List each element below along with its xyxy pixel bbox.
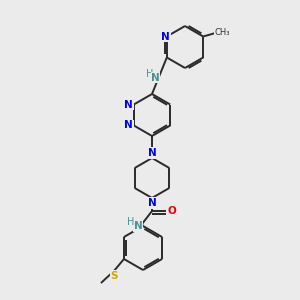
Text: N: N bbox=[151, 73, 160, 83]
Text: H: H bbox=[146, 69, 153, 79]
Text: N: N bbox=[124, 100, 133, 110]
Text: N: N bbox=[134, 221, 142, 231]
Text: O: O bbox=[168, 206, 176, 216]
Text: H: H bbox=[127, 217, 135, 227]
Text: N: N bbox=[148, 148, 156, 158]
Text: S: S bbox=[110, 271, 118, 281]
Text: N: N bbox=[161, 32, 170, 41]
Text: CH₃: CH₃ bbox=[214, 28, 230, 37]
Text: N: N bbox=[124, 121, 133, 130]
Text: N: N bbox=[148, 198, 156, 208]
